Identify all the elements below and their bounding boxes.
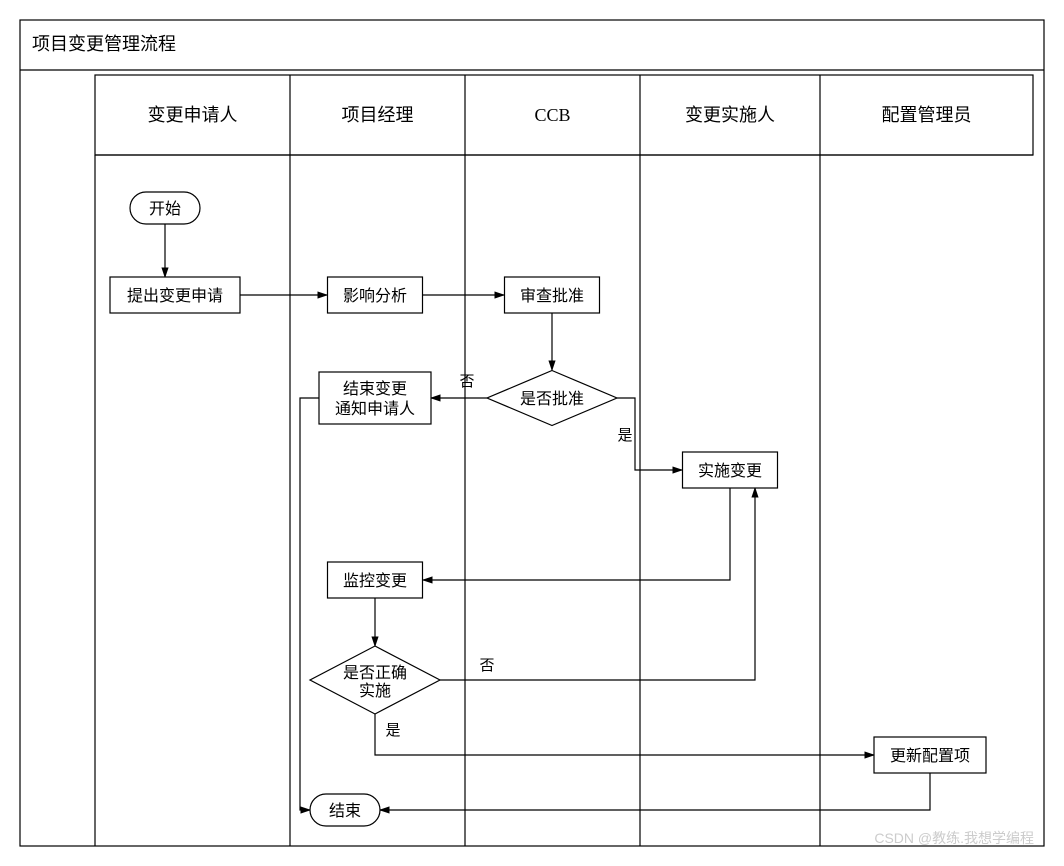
svg-text:是否正确: 是否正确	[343, 664, 407, 682]
edge-label: 否	[479, 658, 494, 674]
edge-label: 否	[459, 374, 474, 390]
svg-text:更新配置项: 更新配置项	[890, 747, 970, 765]
svg-text:结束: 结束	[329, 802, 361, 820]
title: 项目变更管理流程	[32, 34, 176, 54]
svg-text:提出变更申请: 提出变更申请	[127, 287, 223, 305]
svg-text:结束变更: 结束变更	[343, 380, 407, 398]
lane-header: 变更实施人	[685, 105, 775, 125]
edge-label: 是	[617, 428, 632, 444]
lane-header: CCB	[534, 105, 570, 125]
watermark: CSDN @教练.我想学编程	[874, 828, 1034, 848]
flowchart-container: 项目变更管理流程变更申请人项目经理CCB变更实施人配置管理员否是否是开始提出变更…	[10, 10, 1054, 856]
lane-header: 配置管理员	[882, 105, 972, 125]
svg-text:实施变更: 实施变更	[698, 462, 762, 480]
svg-text:监控变更: 监控变更	[343, 572, 407, 590]
svg-text:开始: 开始	[149, 200, 181, 218]
svg-text:实施: 实施	[359, 682, 391, 700]
svg-text:审查批准: 审查批准	[520, 287, 584, 305]
edge-label: 是	[385, 723, 400, 739]
lane-header: 项目经理	[342, 105, 414, 125]
flowchart-svg: 项目变更管理流程变更申请人项目经理CCB变更实施人配置管理员否是否是开始提出变更…	[10, 10, 1054, 856]
svg-text:影响分析: 影响分析	[343, 287, 407, 305]
svg-text:通知申请人: 通知申请人	[335, 400, 415, 418]
svg-text:是否批准: 是否批准	[520, 390, 584, 408]
lane-header: 变更申请人	[148, 105, 238, 125]
